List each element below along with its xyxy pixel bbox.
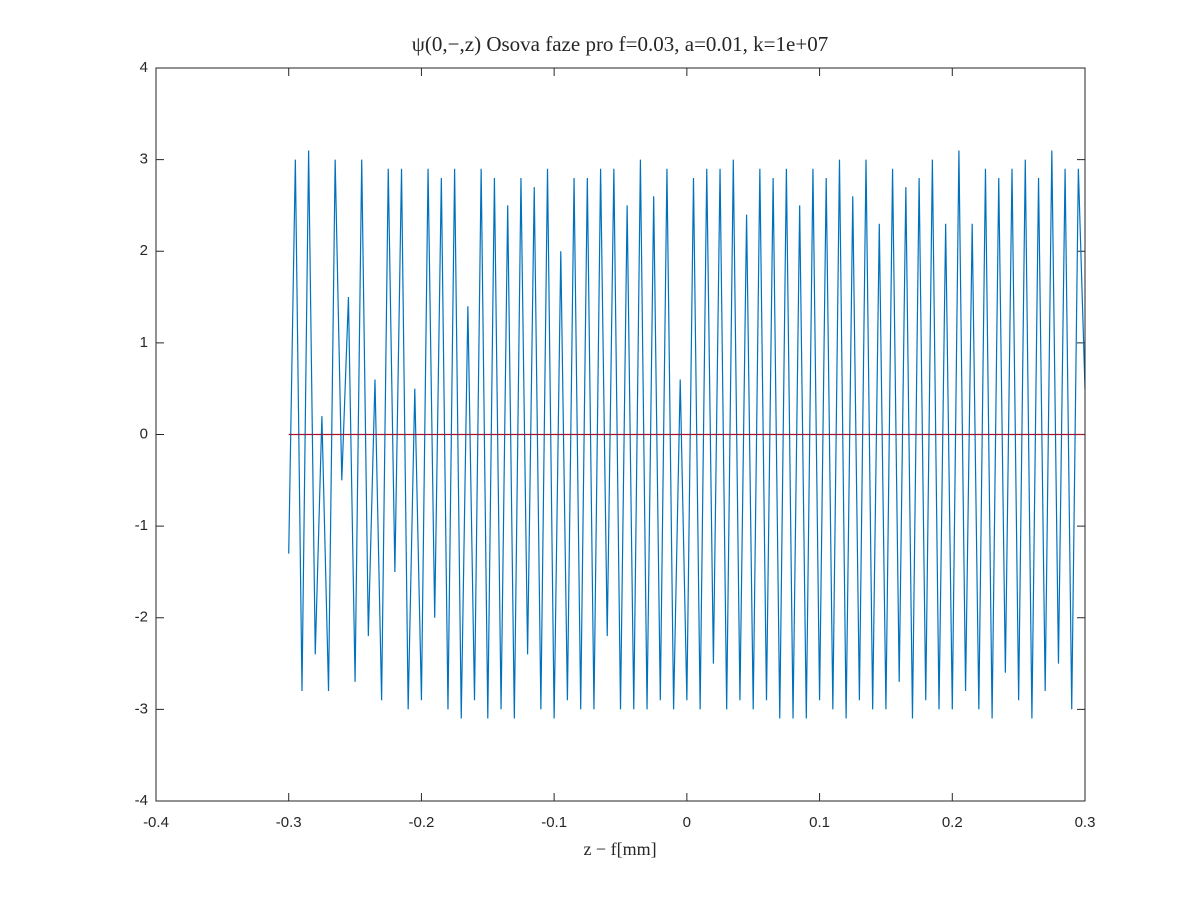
x-tick-label: 0.2 [942,814,963,831]
x-axis-label: z − f[mm] [583,839,656,859]
y-tick-label: 0 [140,425,148,442]
y-tick-label: 4 [140,59,148,76]
y-tick-label: 2 [140,242,148,259]
y-tick-label: 1 [140,334,148,351]
x-tick-label: 0.3 [1075,814,1096,831]
y-tick-label: -2 [135,609,148,626]
x-tick-label: -0.2 [408,814,434,831]
x-tick-label: -0.1 [541,814,567,831]
line-series [288,150,1086,719]
y-tick-label: -3 [135,700,148,717]
chart-title: ψ(0,−,z) Osova faze pro f=0.03, a=0.01, … [412,32,828,56]
x-tick-label: -0.3 [276,814,302,831]
axes-box [155,67,1086,802]
x-tick-label: 0.1 [809,814,830,831]
y-tick-label: 3 [140,151,148,168]
x-tick-label: 0 [683,814,691,831]
y-tick-label: -1 [135,517,148,534]
x-tick-label: -0.4 [143,814,169,831]
y-tick-label: -4 [135,792,148,809]
